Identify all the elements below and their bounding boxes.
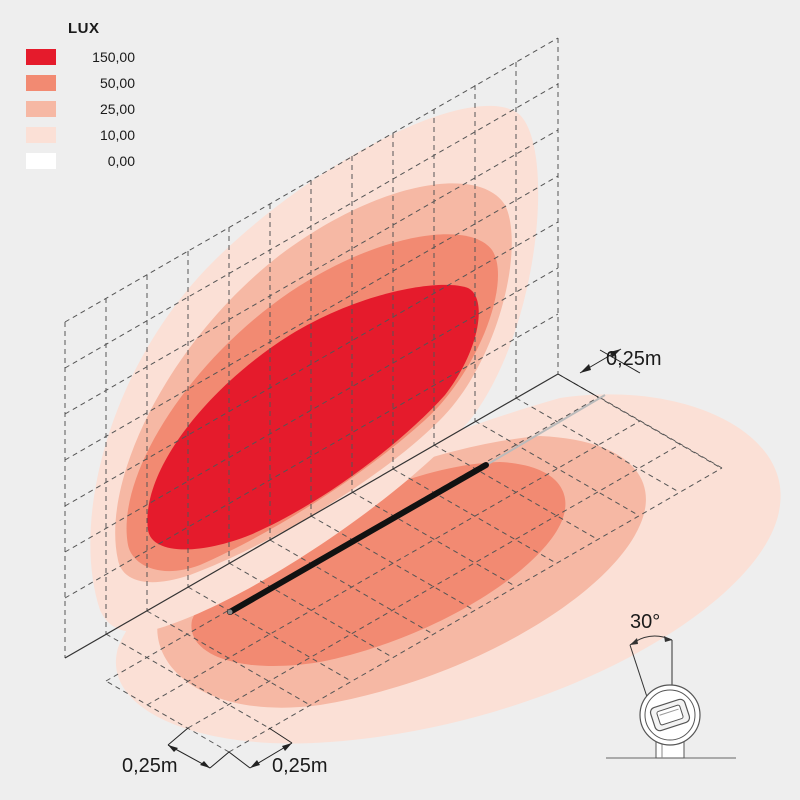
- legend-swatch: [26, 49, 56, 65]
- legend-value: 150,00: [92, 49, 135, 65]
- legend-swatch: [26, 153, 56, 169]
- wall-dimension: [557, 348, 641, 398]
- floor-zone-50: [191, 462, 566, 666]
- legend-item: 10,00: [26, 127, 146, 143]
- legend-item: 0,00: [26, 153, 146, 169]
- corner-edge-line: [64, 373, 559, 659]
- legend-item: 25,00: [26, 101, 146, 117]
- legend-value: 50,00: [99, 75, 135, 91]
- tilt-angle-label: 30°: [630, 611, 660, 633]
- light-fixture-bar: [227, 394, 606, 615]
- floor-dimension-a-label: 0,25m: [122, 755, 178, 777]
- legend-item: 50,00: [26, 75, 146, 91]
- wall-dimension-label: 0,25m: [606, 348, 662, 370]
- legend-swatch: [26, 101, 56, 117]
- wall-grid: [64, 37, 559, 658]
- legend-value: 0,00: [107, 153, 135, 169]
- floor-dimension-b: [228, 727, 293, 769]
- legend-item: 150,00: [26, 49, 146, 65]
- wall-isolux-zones: [90, 105, 539, 632]
- floor-dimension-b-label: 0,25m: [272, 755, 328, 777]
- floor-grid: [105, 373, 723, 753]
- floor-isolux-zones: [115, 394, 781, 744]
- floor-dimension-a: [167, 727, 230, 769]
- legend-swatch: [26, 127, 56, 143]
- wall-zone-150: [147, 284, 479, 550]
- legend-value: 10,00: [99, 127, 135, 143]
- fixture-profile-icon: [606, 635, 736, 759]
- legend-swatch: [26, 75, 56, 91]
- legend-value: 25,00: [99, 101, 135, 117]
- legend-title: LUX: [68, 20, 100, 37]
